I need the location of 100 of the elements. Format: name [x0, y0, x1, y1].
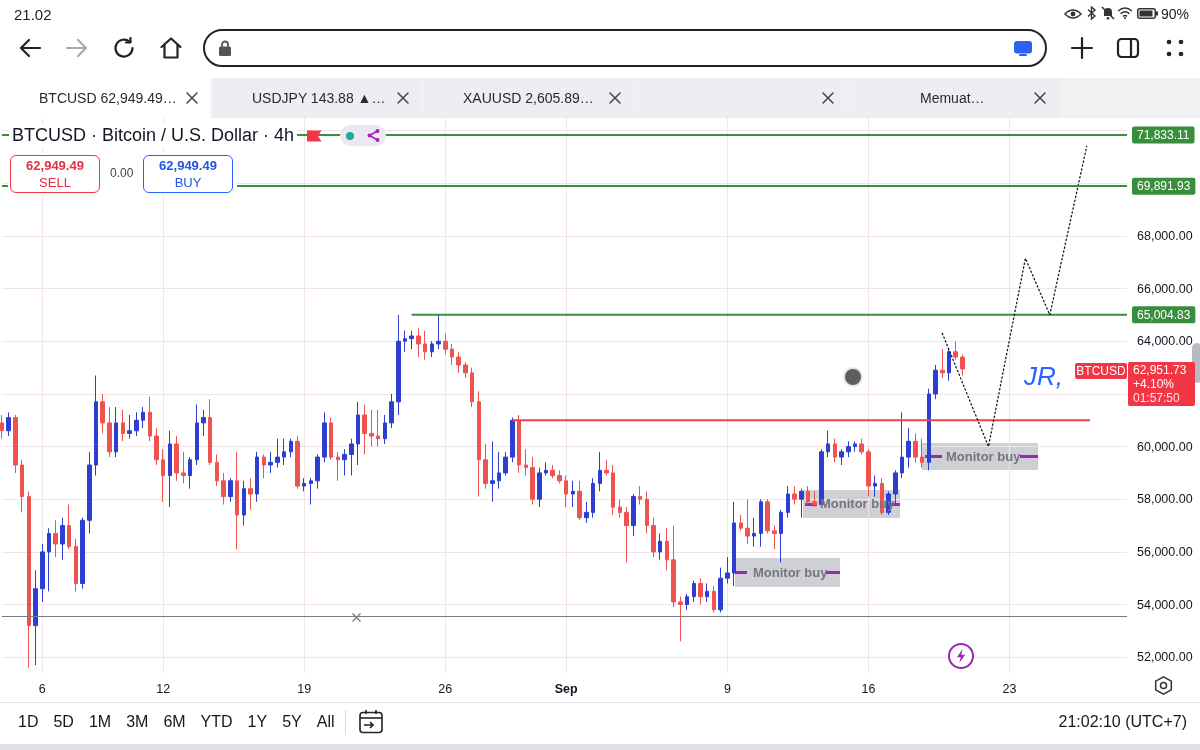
candlestick — [409, 330, 414, 350]
candlestick — [497, 451, 501, 490]
candlestick — [645, 490, 649, 534]
candlestick — [503, 451, 508, 477]
text: 62,951.73 — [1133, 362, 1187, 378]
candlestick — [27, 490, 31, 669]
x-tick-label: 12 — [156, 681, 171, 696]
annotation: 62,949.49 — [25, 158, 85, 174]
candlestick — [248, 477, 253, 511]
candlestick — [799, 488, 804, 519]
candlestick — [900, 411, 904, 479]
candlestick — [833, 438, 837, 463]
candlestick — [739, 514, 743, 532]
candlestick — [893, 469, 898, 505]
candlestick — [792, 485, 797, 505]
candlestick — [168, 430, 172, 508]
candlestick — [53, 519, 58, 558]
candlestick — [772, 525, 777, 550]
candlestick — [356, 401, 360, 466]
candlestick — [490, 440, 495, 503]
candlestick — [20, 459, 24, 513]
candlestick — [866, 448, 871, 498]
candlestick — [631, 493, 636, 537]
candlestick — [779, 509, 783, 563]
y-tick-label: 66,000.00 — [1137, 281, 1193, 296]
candlestick — [483, 443, 488, 490]
candlestick — [148, 396, 152, 442]
candlestick — [839, 448, 844, 466]
annotation: SELL — [38, 175, 72, 191]
data-label: 65,004.83 — [1137, 307, 1191, 322]
candlestick — [127, 414, 132, 440]
annotation: Monitor buy — [753, 564, 828, 581]
text: All — [316, 712, 335, 732]
candlestick — [658, 532, 662, 561]
candlestick — [470, 367, 474, 408]
candlestick — [114, 406, 118, 458]
x-tick-label: Sep — [554, 681, 578, 696]
text: 5D — [53, 712, 74, 732]
candlestick — [181, 451, 186, 484]
candlestick — [584, 501, 589, 524]
text: Memuat… — [920, 89, 985, 107]
candlestick — [221, 472, 226, 505]
candlestick — [349, 438, 354, 477]
candlestick — [685, 593, 689, 611]
candlestick — [846, 440, 851, 458]
candlestick — [947, 348, 951, 382]
text: USDJPY 143.88 ▲… — [252, 89, 386, 107]
text: 90% — [1161, 5, 1190, 23]
annotation: Monitor buy — [946, 448, 1021, 465]
candlestick — [786, 485, 790, 519]
ref-line-label: 69,891.93 — [1137, 179, 1191, 194]
candlestick — [443, 332, 448, 355]
candlestick — [322, 411, 327, 463]
annotation: JR, — [1024, 359, 1063, 393]
candlestick — [121, 409, 125, 442]
candlestick — [571, 480, 575, 508]
candlestick — [74, 538, 78, 592]
candlestick — [262, 453, 266, 479]
candlestick — [342, 448, 347, 477]
y-tick-label: 60,000.00 — [1137, 439, 1193, 454]
x-tick-label: 9 — [723, 681, 731, 696]
candlestick — [618, 498, 622, 519]
candlestick — [960, 353, 965, 376]
candlestick — [463, 361, 468, 379]
candlestick — [517, 414, 521, 474]
candlestick — [651, 517, 656, 558]
text: 1D — [18, 712, 39, 732]
candlestick — [537, 467, 542, 508]
candlestick — [235, 451, 239, 550]
candlestick — [920, 438, 924, 469]
candlestick — [510, 417, 515, 463]
candlestick — [0, 414, 4, 440]
candlestick — [806, 485, 810, 505]
candlestick — [255, 451, 259, 503]
x-tick-label: 23 — [1002, 681, 1017, 696]
candlestick — [47, 527, 51, 592]
candlestick — [665, 527, 669, 571]
candlestick — [242, 480, 246, 527]
candlestick — [134, 411, 139, 437]
candlestick — [309, 477, 313, 505]
candlestick — [107, 406, 112, 458]
candlestick — [430, 340, 434, 358]
candlestick — [450, 343, 454, 366]
candlestick — [953, 340, 958, 361]
candlestick — [906, 427, 911, 469]
text: 21:02:10 (UTC+7) — [1058, 712, 1187, 732]
candlestick — [289, 438, 293, 458]
text: YTD — [200, 712, 233, 732]
candlestick — [598, 451, 602, 492]
candlestick — [275, 438, 280, 469]
candlestick — [141, 406, 145, 429]
annotation: 62,949.49 — [158, 158, 218, 174]
candlestick — [80, 517, 85, 590]
candlestick — [228, 477, 233, 503]
annotation: 0.00 — [110, 165, 134, 181]
candlestick — [913, 432, 918, 463]
text: 5Y — [282, 712, 302, 732]
candlestick — [94, 374, 98, 477]
candlestick — [403, 330, 407, 353]
candlestick — [671, 525, 676, 608]
